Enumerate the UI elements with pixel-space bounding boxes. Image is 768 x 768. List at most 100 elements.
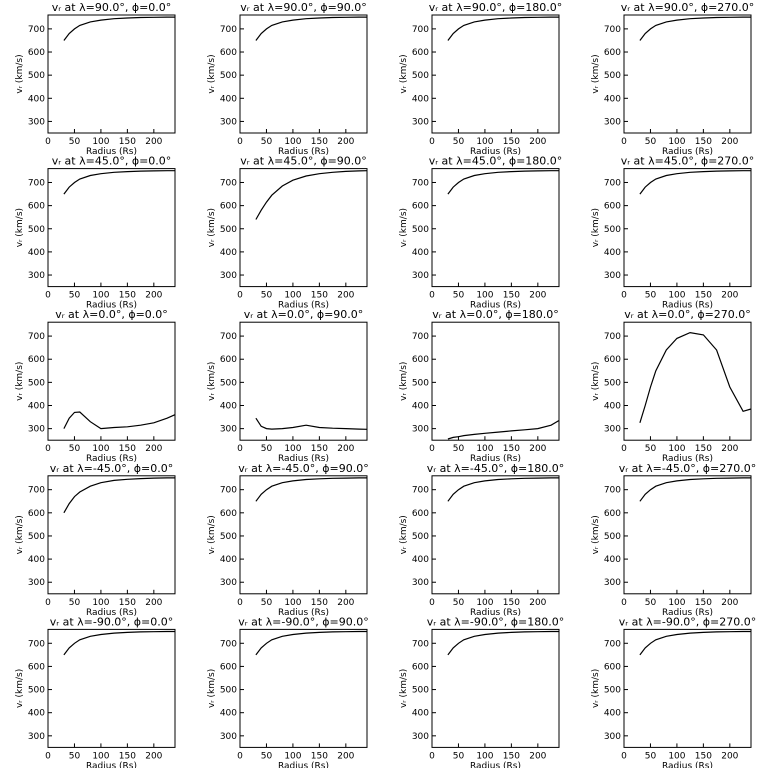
x-tick-label: 100 [668, 598, 685, 608]
y-axis-label: vᵣ (km/s) [591, 362, 601, 401]
data-line [447, 630, 559, 656]
x-tick-label: 150 [503, 291, 520, 301]
x-tick-label: 100 [668, 444, 685, 454]
x-tick-label: 100 [92, 291, 109, 301]
x-axis-label: Radius (Rs) [86, 147, 137, 157]
x-tick-label: 50 [453, 444, 465, 454]
plot-frame [431, 628, 560, 748]
y-tick-label: 500 [28, 686, 45, 696]
x-tick-label: 0 [237, 137, 243, 147]
y-tick-label: 400 [28, 709, 45, 719]
x-tick-label: 100 [92, 137, 109, 147]
y-axis-label: vᵣ (km/s) [591, 54, 601, 93]
x-tick-label: 50 [261, 751, 273, 761]
x-tick-label: 50 [261, 137, 273, 147]
x-tick-label: 50 [645, 598, 657, 608]
x-tick-label: 150 [311, 137, 328, 147]
y-tick-label: 300 [412, 117, 429, 127]
plot-frame [431, 475, 560, 595]
y-axis-label: vᵣ (km/s) [15, 54, 25, 93]
y-tick-label: 600 [28, 48, 45, 58]
y-tick-label: 700 [604, 332, 621, 342]
y-tick-label: 500 [220, 225, 237, 235]
x-tick-label: 0 [621, 751, 627, 761]
y-axis-label: vᵣ (km/s) [399, 54, 409, 93]
chart-title: vᵣ at λ=-45.0°, ϕ=0.0° [50, 462, 174, 475]
y-tick-label: 700 [28, 639, 45, 649]
x-tick-label: 100 [92, 751, 109, 761]
x-axis-label: Radius (Rs) [662, 608, 713, 618]
x-tick-label: 150 [695, 598, 712, 608]
y-tick-label: 400 [412, 401, 429, 411]
x-tick-label: 200 [721, 598, 738, 608]
x-tick-label: 150 [503, 598, 520, 608]
y-tick-label: 300 [220, 578, 237, 588]
x-tick-label: 0 [429, 598, 435, 608]
y-tick-label: 600 [220, 662, 237, 672]
chart-title: vᵣ at λ=-45.0°, ϕ=180.0° [427, 462, 565, 475]
y-tick-label: 700 [28, 486, 45, 496]
x-tick-label: 200 [529, 444, 546, 454]
y-axis-label: vᵣ (km/s) [399, 515, 409, 554]
x-axis-label: Radius (Rs) [278, 147, 329, 157]
x-tick-label: 150 [311, 598, 328, 608]
y-axis-label: vᵣ (km/s) [207, 669, 217, 708]
y-axis-label: vᵣ (km/s) [207, 54, 217, 93]
data-line [447, 477, 559, 502]
x-tick-label: 0 [45, 291, 51, 301]
y-tick-label: 300 [28, 117, 45, 127]
y-tick-label: 500 [604, 378, 621, 388]
y-tick-label: 700 [412, 178, 429, 188]
y-tick-label: 500 [604, 71, 621, 81]
y-tick-label: 400 [412, 709, 429, 719]
y-tick-label: 400 [220, 94, 237, 104]
y-tick-label: 300 [412, 732, 429, 742]
y-tick-label: 400 [604, 94, 621, 104]
y-tick-label: 300 [604, 578, 621, 588]
y-tick-label: 700 [28, 332, 45, 342]
plot-frame [623, 628, 752, 748]
x-tick-label: 100 [92, 444, 109, 454]
x-tick-label: 0 [429, 751, 435, 761]
y-tick-label: 700 [604, 486, 621, 496]
y-axis-label: vᵣ (km/s) [591, 208, 601, 247]
x-tick-label: 0 [237, 751, 243, 761]
y-tick-label: 600 [604, 48, 621, 58]
x-tick-label: 0 [621, 137, 627, 147]
y-axis-label: vᵣ (km/s) [207, 362, 217, 401]
y-tick-label: 300 [604, 732, 621, 742]
plot-frame [623, 321, 752, 441]
data-line [63, 170, 175, 195]
data-line [639, 630, 751, 656]
x-tick-label: 0 [45, 444, 51, 454]
y-tick-label: 700 [412, 486, 429, 496]
y-tick-label: 600 [604, 355, 621, 365]
x-axis-label: Radius (Rs) [278, 301, 329, 311]
y-axis-label: vᵣ (km/s) [399, 208, 409, 247]
x-tick-label: 150 [695, 751, 712, 761]
x-tick-label: 200 [721, 137, 738, 147]
y-tick-label: 500 [412, 686, 429, 696]
chart-title: vᵣ at λ=-90.0°, ϕ=0.0° [50, 615, 174, 628]
plot-frame [623, 14, 752, 134]
data-line [63, 477, 175, 514]
plot-frame [47, 628, 176, 748]
y-tick-label: 600 [412, 662, 429, 672]
y-axis-label: vᵣ (km/s) [591, 515, 601, 554]
y-axis-label: vᵣ (km/s) [207, 515, 217, 554]
chart-title: vᵣ at λ=45.0°, ϕ=90.0° [240, 155, 367, 168]
x-tick-label: 50 [453, 137, 465, 147]
x-tick-label: 0 [621, 598, 627, 608]
y-tick-label: 500 [604, 225, 621, 235]
x-tick-label: 0 [621, 291, 627, 301]
plot-frame [239, 168, 368, 288]
y-tick-label: 400 [220, 248, 237, 258]
x-tick-label: 0 [237, 291, 243, 301]
y-axis-label: vᵣ (km/s) [15, 362, 25, 401]
data-line [255, 477, 367, 502]
x-tick-label: 50 [69, 751, 81, 761]
y-tick-label: 500 [28, 378, 45, 388]
chart-title: vᵣ at λ=90.0°, ϕ=270.0° [621, 1, 755, 14]
y-tick-label: 500 [604, 686, 621, 696]
